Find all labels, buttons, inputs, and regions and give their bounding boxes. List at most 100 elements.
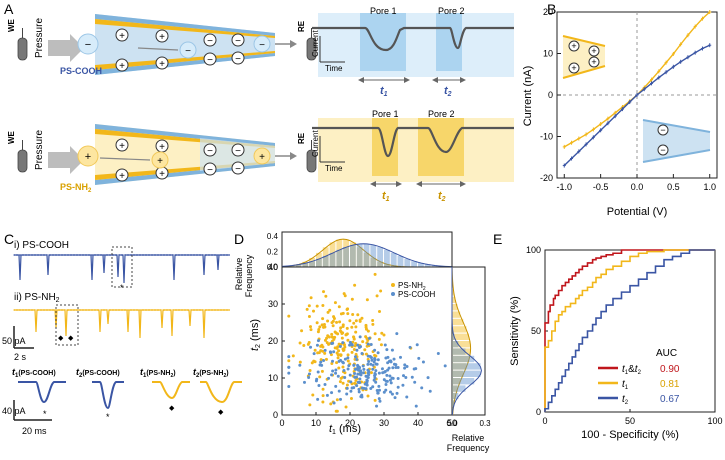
scatter-ytick-label: 30 (268, 299, 278, 309)
scatter-point-PS-COOH (287, 366, 290, 369)
scatter-point-PS-NH2 (363, 348, 366, 351)
scatter-point-PS-NH2 (314, 349, 317, 352)
iv-xlabel: Potential (V) (607, 206, 668, 218)
scatter-point-PS-NH2 (338, 320, 341, 323)
scatter-point-PS-COOH (367, 343, 370, 346)
iv-xtick-label: 0.0 (631, 182, 644, 192)
scatter-point-PS-COOH (413, 381, 416, 384)
scatter-point-PS-COOH (338, 390, 341, 393)
panel-label-d: D (234, 231, 244, 247)
scatter-point-PS-NH2 (314, 360, 317, 363)
right-hist-bar (452, 363, 481, 369)
event-zooms (18, 382, 242, 408)
svg-text:50 pA: 50 pA (2, 336, 26, 346)
scatter-point-PS-NH2 (331, 336, 334, 339)
scatter-point-PS-NH2 (347, 353, 350, 356)
scatter-point-PS-NH2 (351, 298, 354, 301)
scatter-point-PS-NH2 (350, 397, 353, 400)
roc-curve-0 (545, 250, 715, 412)
scatter-point-PS-NH2 (341, 337, 344, 340)
scatter-point-PS-NH2 (346, 383, 349, 386)
svg-text:+: + (119, 61, 125, 72)
scatter-point-PS-NH2 (336, 398, 339, 401)
iv-xtick-label: 0.5 (667, 182, 680, 192)
scatter-point-PS-NH2 (309, 328, 312, 331)
scatter-point-PS-COOH (347, 364, 350, 367)
scatter-point-PS-COOH (303, 381, 306, 384)
scatter-point-PS-COOH (358, 346, 361, 349)
svg-text:−: − (235, 36, 241, 47)
svg-text:t1(PS-COOH): t1(PS-COOH) (12, 367, 56, 379)
svg-text:+: + (259, 152, 265, 163)
top-hist-bar (377, 247, 383, 267)
scatter-point-PS-COOH (377, 358, 380, 361)
scatter-point-PS-COOH (329, 351, 332, 354)
scatter-point-PS-COOH (429, 390, 432, 393)
right-hist-tick: 0.0 (446, 419, 458, 428)
svg-text:−: − (185, 46, 191, 57)
scatter-point-PS-COOH (322, 359, 325, 362)
iv-ytick-label: 0 (548, 90, 553, 100)
pore2-label-top: Pore 2 (438, 6, 465, 16)
scatter-point-PS-COOH (391, 366, 394, 369)
scatter-point-PS-COOH (324, 383, 327, 386)
top-hist-bar (398, 256, 404, 267)
scatter-point-PS-NH2 (342, 348, 345, 351)
scatter-point-PS-NH2 (339, 380, 342, 383)
right-hist-xlabel-1: Relative (452, 433, 485, 443)
scatter-point-PS-NH2 (287, 359, 290, 362)
scatter-point-PS-COOH (373, 349, 376, 352)
right-hist-bar (452, 341, 458, 347)
scatter-point-PS-COOH (287, 385, 290, 388)
scatter-point-PS-NH2 (322, 388, 325, 391)
pore1-label-top: Pore 1 (370, 6, 397, 16)
right-hist-bar (452, 326, 466, 332)
scatter-point-PS-COOH (388, 367, 391, 370)
scatter-point-PS-COOH (415, 405, 418, 408)
iv-ytick-label: 10 (543, 49, 553, 59)
diamond-marker-1: ◆ (58, 335, 64, 342)
svg-text:+: + (159, 59, 165, 70)
scatter-point-PS-COOH (393, 358, 396, 361)
scatter-point-PS-NH2 (354, 331, 357, 334)
scatter-point-PS-NH2 (382, 333, 385, 336)
scatter-point-PS-COOH (315, 379, 318, 382)
label-ps-nh2: PS-NH2 (60, 182, 92, 194)
scatter-point-PS-COOH (353, 372, 356, 375)
scatter-point-PS-COOH (317, 371, 320, 374)
svg-text:+: + (157, 156, 163, 167)
svg-text:t2: t2 (438, 190, 446, 203)
scatter-point-PS-NH2 (299, 342, 302, 345)
scatter-point-PS-NH2 (332, 315, 335, 318)
current-axis-label-top: Current (311, 30, 320, 57)
scatter-point-PS-NH2 (335, 321, 338, 324)
scatter-point-PS-NH2 (339, 326, 342, 329)
scatter-point-PS-NH2 (334, 346, 337, 349)
scatter-point-PS-NH2 (352, 335, 355, 338)
scatter-point-PS-COOH (427, 376, 430, 379)
scatter-point-PS-NH2 (328, 309, 331, 312)
scatter-point-PS-NH2 (328, 335, 331, 338)
svg-text:t2(PS-NH2): t2(PS-NH2) (193, 367, 229, 379)
iv-ylabel: Current (nA) (522, 66, 534, 127)
scatter-point-PS-NH2 (351, 351, 354, 354)
scatter-point-PS-NH2 (342, 382, 345, 385)
top-hist-bar (357, 244, 363, 267)
diamond-marker-3: ◆ (169, 405, 175, 412)
scatter-point-PS-NH2 (292, 354, 295, 357)
scatter-point-PS-NH2 (336, 332, 339, 335)
scatter-point-PS-NH2 (322, 394, 325, 397)
scatter-point-PS-COOH (386, 380, 389, 383)
scatter-point-PS-COOH (362, 371, 365, 374)
scatter-point-PS-NH2 (354, 325, 357, 328)
scatter-xlabel: t1 (ms) (329, 423, 361, 436)
scatter-point-PS-NH2 (309, 325, 312, 328)
scatter-point-PS-COOH (355, 358, 358, 361)
scatter-point-PS-NH2 (330, 333, 333, 336)
pore2-label-bottom: Pore 2 (428, 109, 455, 119)
scatter-point-PS-COOH (397, 386, 400, 389)
scatter-point-PS-NH2 (322, 290, 325, 293)
scatter-point-PS-COOH (307, 376, 310, 379)
scatter-point-PS-NH2 (379, 289, 382, 292)
